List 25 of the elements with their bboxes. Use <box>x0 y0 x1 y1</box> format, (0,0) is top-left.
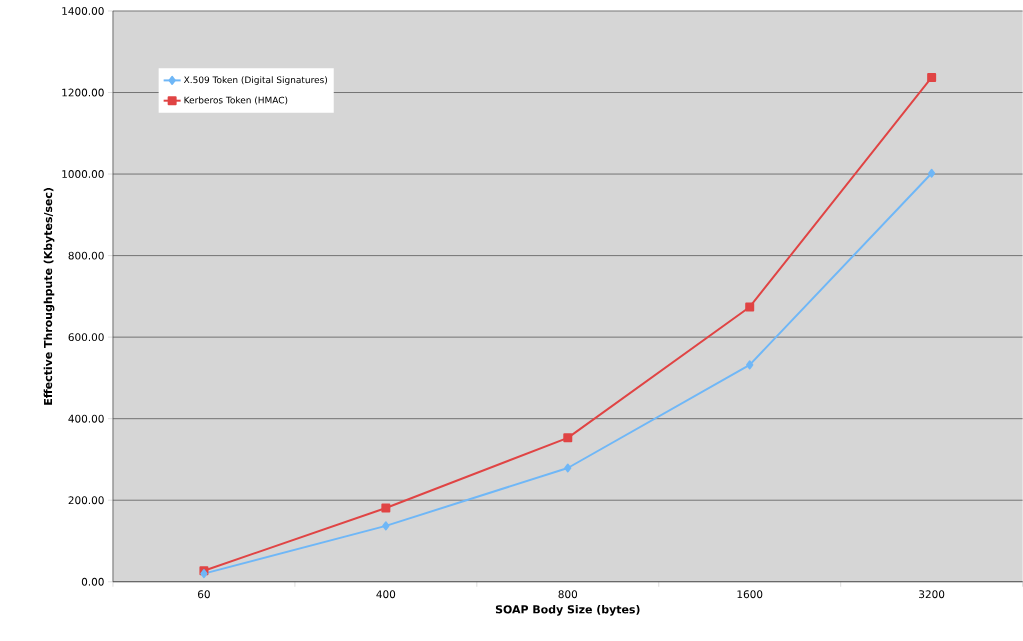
y-tick-label: 1200.00 <box>62 88 104 97</box>
point <box>381 503 391 513</box>
y-tick-label: 1400.00 <box>62 7 104 16</box>
x-axis-title: SOAP Body Size (bytes) <box>495 605 640 616</box>
y-tick-label: 1000.00 <box>62 170 104 179</box>
x-tick-label: 800 <box>558 590 578 599</box>
y-tick-label: 0.00 <box>81 577 104 586</box>
legend-label: X.509 Token (Digital Signatures) <box>183 76 327 86</box>
point <box>564 463 572 473</box>
y-tick-label: 400.00 <box>68 414 104 423</box>
x-tick-label: 3200 <box>919 590 945 599</box>
y-tick-label: 800.00 <box>68 251 104 260</box>
x-tick-label: 1600 <box>737 590 763 599</box>
y-axis-title: Effective Throughpute (Kbytes/sec) <box>43 188 55 405</box>
legend-label: Kerberos Token (HMAC) <box>184 96 288 105</box>
x-tick-label: 400 <box>376 590 396 599</box>
point <box>746 360 754 370</box>
point <box>928 168 936 178</box>
x-tick-label: 60 <box>198 590 210 599</box>
point <box>382 521 390 531</box>
y-tick-label: 600.00 <box>68 333 104 342</box>
y-tick-label: 200.00 <box>68 496 104 505</box>
point <box>745 302 755 312</box>
point <box>563 433 573 443</box>
point <box>927 73 937 83</box>
